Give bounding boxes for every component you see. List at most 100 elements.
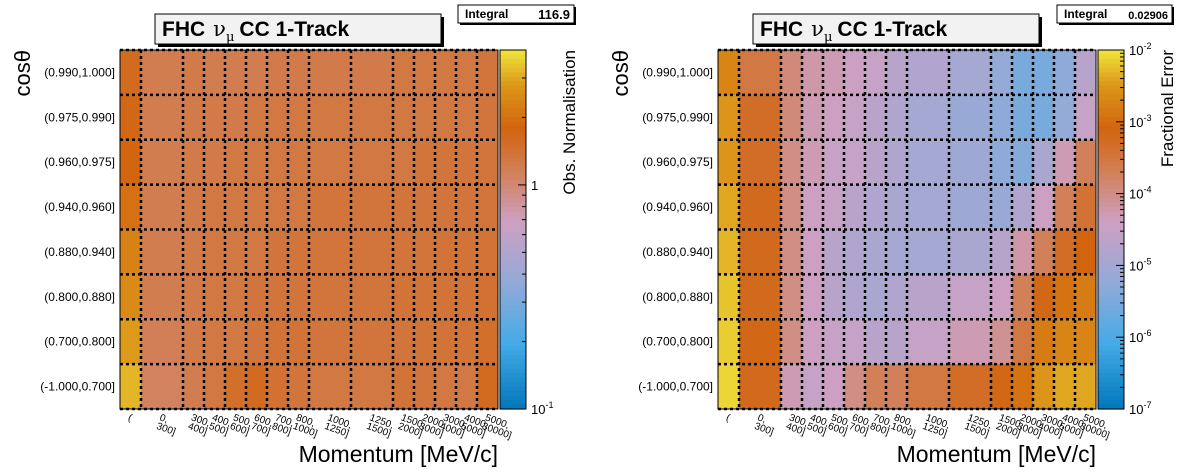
heatmap-cell	[1012, 50, 1034, 96]
y-tick-label: (0.960,0.975]	[642, 155, 713, 169]
color-bar-tick-base: 10	[1129, 187, 1143, 202]
color-bar-segment	[500, 341, 526, 347]
heatmap-cell	[204, 139, 226, 186]
heatmap-cell	[141, 139, 184, 186]
color-bar-segment	[500, 202, 526, 208]
color-bar-segment	[1098, 287, 1124, 293]
heatmap-cell	[865, 184, 887, 230]
heatmap-cell	[1075, 94, 1097, 141]
title-subscript: μ	[226, 30, 234, 45]
color-bar-segment	[500, 247, 526, 253]
title-nu-symbol: ν	[811, 17, 824, 41]
heatmap-cell	[309, 94, 352, 141]
heatmap-cell	[141, 364, 184, 410]
color-bar-segment	[500, 153, 526, 159]
color-bar-segment	[500, 251, 526, 258]
heatmap-cell	[823, 94, 845, 141]
x-tick-label: 600,700]	[847, 412, 872, 438]
heatmap-cell	[1033, 274, 1055, 320]
heatmap-cell	[393, 274, 415, 320]
stats-label: Integral	[1064, 7, 1107, 21]
heatmap-cell	[739, 364, 782, 410]
heatmap-cell	[1033, 184, 1055, 230]
color-bar-segment	[500, 292, 526, 298]
color-bar-segment	[500, 377, 526, 383]
color-bar-segment	[500, 108, 526, 114]
heatmap-cell	[718, 184, 740, 230]
heatmap-cell	[477, 184, 499, 230]
color-bar-segment	[500, 67, 526, 74]
heatmap-cell	[183, 184, 205, 230]
title-part: CC 1-Track	[239, 18, 349, 41]
heatmap-cell	[225, 319, 247, 365]
title-subscript: μ	[824, 30, 832, 45]
y-tick-label: (0.940,0.960]	[642, 200, 713, 214]
color-bar-segment	[500, 296, 526, 302]
heatmap-cell	[477, 364, 499, 410]
heatmap-cell	[267, 319, 289, 365]
heatmap-cell	[267, 364, 289, 410]
color-bar-segment	[500, 233, 526, 240]
heatmap-cell	[246, 274, 268, 320]
heatmap-cell	[456, 184, 478, 230]
color-bar-segment	[500, 81, 526, 87]
z-axis-label: Fractional Error	[1158, 50, 1177, 167]
color-bar-segment	[1098, 404, 1124, 410]
x-tick-label: (	[724, 412, 732, 424]
color-bar-segment	[500, 198, 526, 204]
y-axis-label: cosθ	[608, 50, 633, 96]
heatmap-cell	[718, 364, 740, 410]
heatmap-cell	[477, 139, 499, 186]
heatmap-cell	[886, 229, 908, 275]
heatmap-cell	[1075, 50, 1097, 96]
heatmap-cell	[823, 229, 845, 275]
heatmap-cell	[204, 94, 226, 141]
heatmap-cell	[865, 50, 887, 96]
color-bar: 10-210-310-410-510-610-7	[1097, 41, 1151, 417]
heatmap-cell	[739, 50, 782, 96]
color-bar-segment	[1098, 171, 1124, 177]
color-bar-segment	[1098, 382, 1124, 388]
color-bar-segment	[500, 90, 526, 96]
z-axis-label: Obs. Normalisation	[560, 50, 579, 195]
color-bar-segment	[500, 63, 526, 69]
color-bar-segment	[500, 287, 526, 293]
title-nu-symbol: ν	[213, 17, 226, 41]
color-bar-segment	[500, 189, 526, 195]
color-bar-segment	[500, 72, 526, 78]
color-bar-segment	[1098, 233, 1124, 240]
y-tick-label: (0.880,0.940]	[44, 245, 115, 259]
heatmap-cell	[477, 50, 499, 96]
color-bar-segment	[1098, 301, 1124, 307]
x-tick-label: 400,500]	[207, 412, 232, 438]
color-bar-segment	[1098, 319, 1124, 325]
color-bar-segment	[1098, 332, 1124, 338]
stats-box-frame	[1056, 4, 1173, 24]
heatmap-cell	[435, 364, 457, 410]
heatmap-cell	[351, 229, 394, 275]
color-bar-segment	[500, 126, 526, 132]
heatmap-cell	[802, 364, 824, 410]
color-bar-segment	[500, 130, 526, 136]
heatmap-cell	[477, 319, 499, 365]
color-bar-segment	[1098, 292, 1124, 298]
color-bar-tick-label: 10-7	[1129, 400, 1151, 417]
color-bar-tick-label: 10-5	[1129, 256, 1151, 273]
heatmap-cell	[414, 50, 436, 96]
color-bar-segment	[1098, 103, 1124, 109]
heatmap-cell	[351, 139, 394, 186]
color-bar-segment	[1098, 157, 1124, 163]
heatmap-cell	[1033, 229, 1055, 275]
x-tick-label: 0,300]	[753, 412, 778, 438]
color-bar-segment	[1098, 242, 1124, 249]
color-bar-segment	[1098, 94, 1124, 100]
color-bar-tick-label: 1	[531, 178, 538, 193]
heatmap-cell	[456, 274, 478, 320]
heatmap-cell	[1033, 319, 1055, 365]
heatmap-cell	[183, 50, 205, 96]
chart-title: FHC νμ CC 1-Track	[760, 17, 947, 45]
heatmap-cell	[204, 50, 226, 96]
color-bar-segment	[1098, 50, 1124, 56]
heatmap-cell	[907, 50, 950, 96]
heatmap-cell	[1012, 319, 1034, 365]
